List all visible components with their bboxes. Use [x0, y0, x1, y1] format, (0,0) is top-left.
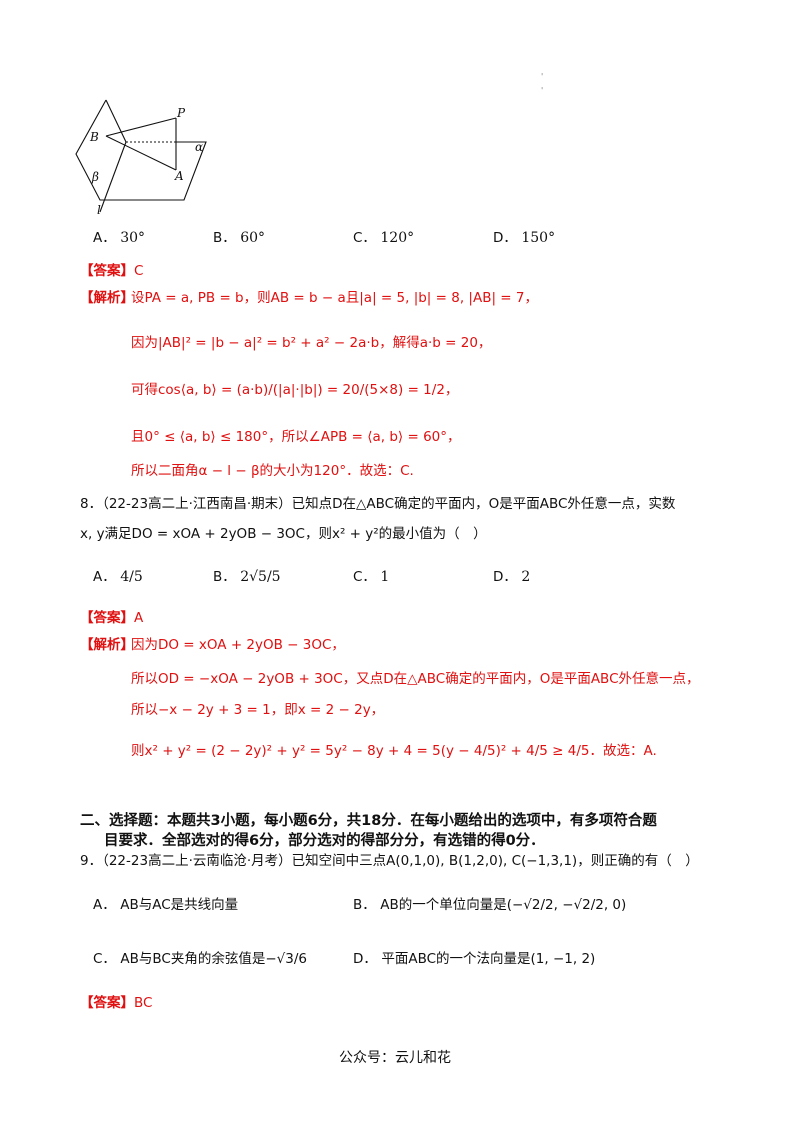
q9-stem: 9．（22-23高二上·云南临沧·月考）已知空间中三点A(0,1,0), B(1…: [80, 853, 699, 869]
dihedral-figure: [75, 99, 207, 213]
q9-option-d: D． 平面ABC的一个法向量是(1, −1, 2): [353, 951, 596, 967]
q9-answer: 【答案】BC: [80, 995, 153, 1011]
section-2-title-line-1: 二、选择题：本题共3小题，每小题6分，共18分．在每小题给出的选项中，有多项符合…: [80, 813, 657, 829]
footer-text: 公众号：云儿和花: [339, 1050, 451, 1066]
fig-label-A: A: [175, 169, 184, 183]
q8-analysis-line-3: 所以−x − 2y + 3 = 1，即x = 2 − 2y，: [131, 702, 385, 718]
q7-option-d: D． 150°: [493, 230, 556, 246]
fig-label-B: B: [90, 130, 99, 144]
q8-option-b: B． 2√5/5: [213, 569, 281, 585]
fig-label-P: P: [177, 106, 186, 120]
fig-label-l: l: [97, 203, 101, 217]
fig-label-alpha: α: [195, 140, 204, 154]
q8-option-d: D． 2: [493, 569, 531, 585]
q7-option-a: A． 30°: [93, 230, 146, 246]
q8-option-c: C． 1: [353, 569, 390, 585]
q8-stem-line-1: 8．（22-23高二上·江西南昌·期末）已知点D在△ABC确定的平面内，O是平面…: [80, 496, 676, 512]
q7-analysis-line-3: 可得cos⟨a, b⟩ = (a·b)/(|a|·|b|) = 20/(5×8)…: [131, 382, 459, 398]
q7-analysis-line-5: 所以二面角α − l − β的大小为120°．故选：C.: [131, 463, 414, 479]
corner-mark: ': [541, 72, 544, 81]
q7-analysis-line-4: 且0° ≤ ⟨a, b⟩ ≤ 180°，所以∠APB = ⟨a, b⟩ = 60…: [131, 429, 461, 445]
q9-option-c: C． AB与BC夹角的余弦值是−√3/6: [93, 951, 307, 967]
q8-analysis-line-2: 所以OD = −xOA − 2yOB + 3OC，又点D在△ABC确定的平面内，…: [131, 671, 700, 687]
q7-analysis-line-1: 设PA = a, PB = b，则AB = b − a且|a| = 5, |b|…: [131, 290, 538, 306]
q8-answer: 【答案】A: [80, 610, 144, 626]
q9-option-a: A． AB与AC是共线向量: [93, 897, 239, 913]
q7-option-c: C． 120°: [353, 230, 415, 246]
q7-option-b: B． 60°: [213, 230, 266, 246]
section-2-title-line-2: 目要求．全部选对的得6分，部分选对的得部分分，有选错的得0分．: [104, 833, 545, 849]
q8-analysis-line-4: 则x² + y² = (2 − 2y)² + y² = 5y² − 8y + 4…: [131, 743, 657, 759]
q7-answer: 【答案】C: [80, 263, 144, 279]
q8-option-a: A． 4/5: [93, 569, 143, 585]
q7-analysis-line-2: 因为|AB|² = |b − a|² = b² + a² − 2a·b，解得a·…: [131, 335, 492, 351]
q8-analysis-tag: 【解析】: [80, 637, 134, 653]
q8-stem-line-2: x, y满足DO = xOA + 2yOB − 3OC，则x² + y²的最小值…: [80, 526, 487, 542]
q8-analysis-line-1: 因为DO = xOA + 2yOB − 3OC，: [131, 637, 345, 653]
q7-analysis-tag: 【解析】: [80, 290, 134, 306]
fig-label-beta: β: [92, 170, 99, 184]
corner-mark-2: ': [541, 86, 544, 95]
q9-option-b: B． AB的一个单位向量是(−√2/2, −√2/2, 0): [353, 897, 627, 913]
